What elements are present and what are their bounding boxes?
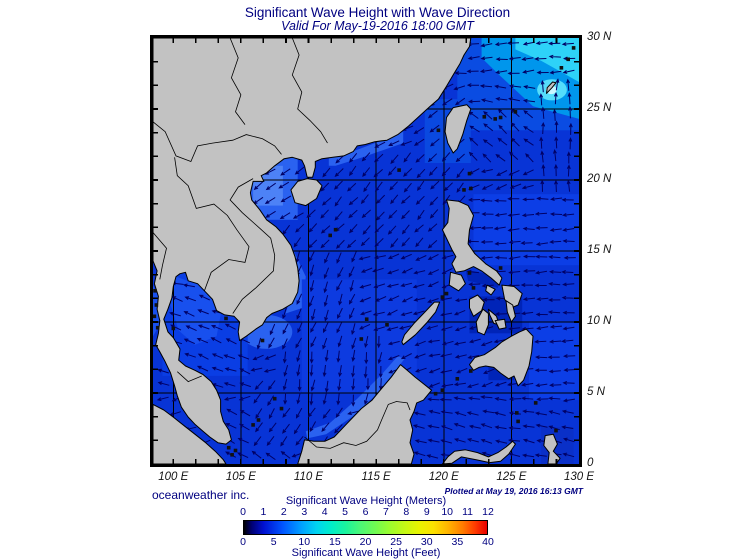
meters-tick: 2 [280, 506, 287, 518]
lon-label: 120 E [428, 471, 459, 483]
valid-time-subtitle: Valid For May-19-2016 18:00 GMT [281, 19, 474, 33]
lon-label: 105 E [225, 471, 256, 483]
lat-label: 0 [587, 457, 594, 469]
lat-label: 20 N [587, 173, 612, 185]
meters-tick: 7 [382, 506, 389, 518]
map-canvas [153, 38, 579, 464]
legend-colorbar [243, 520, 488, 535]
lon-label: 115 E [361, 471, 391, 483]
legend-title-meters: Significant Wave Height (Meters) [285, 495, 447, 507]
lon-label: 110 E [293, 471, 324, 483]
lon-label: 100 E [158, 471, 189, 483]
meters-tick: 1 [260, 506, 267, 518]
lon-label: 125 E [496, 471, 527, 483]
meters-tick: 8 [403, 506, 410, 518]
feet-tick: 15 [329, 536, 341, 548]
feet-tick: 35 [451, 536, 464, 548]
feet-tick: 10 [298, 536, 311, 548]
plotted-timestamp: Plotted at May 19, 2016 16:13 GMT [444, 486, 583, 496]
feet-tick: 0 [240, 536, 246, 548]
lat-label: 30 N [587, 31, 612, 43]
feet-tick: 20 [359, 536, 372, 548]
meters-tick: 6 [362, 506, 369, 518]
meters-tick: 4 [321, 506, 328, 518]
lat-label: 5 N [587, 386, 605, 398]
meters-tick: 9 [423, 506, 430, 518]
page-title: Significant Wave Height with Wave Direct… [244, 5, 511, 20]
meters-tick: 11 [462, 506, 474, 518]
credit-text: oceanweather inc. [152, 488, 250, 502]
lat-label: 15 N [587, 244, 612, 256]
meters-tick: 10 [441, 506, 453, 518]
legend-title-feet: Significant Wave Height (Feet) [291, 547, 441, 559]
meters-tick: 0 [240, 506, 246, 518]
meters-tick: 12 [482, 506, 494, 518]
meters-tick: 3 [301, 506, 308, 518]
meters-tick: 5 [342, 506, 348, 518]
lon-label: 130 E [563, 471, 595, 483]
lat-label: 25 N [587, 102, 612, 114]
feet-tick: 40 [482, 536, 494, 548]
feet-tick: 30 [420, 536, 433, 548]
map-frame [150, 35, 582, 467]
lat-label: 10 N [587, 315, 612, 327]
feet-tick: 25 [390, 536, 402, 548]
feet-tick: 5 [270, 536, 277, 548]
